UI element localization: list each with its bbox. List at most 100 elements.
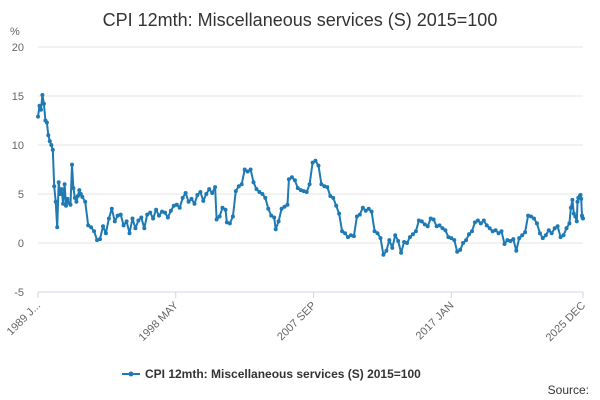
data-point[interactable] [316, 163, 321, 168]
data-point[interactable] [174, 202, 179, 207]
data-point[interactable] [579, 196, 584, 201]
data-point[interactable] [239, 182, 244, 187]
data-point[interactable] [101, 224, 105, 229]
data-point[interactable] [357, 212, 362, 217]
data-point[interactable] [346, 235, 350, 240]
data-point[interactable] [180, 195, 185, 200]
data-point[interactable] [220, 205, 225, 210]
data-point[interactable] [387, 238, 392, 243]
data-point[interactable] [304, 190, 309, 194]
data-point[interactable] [581, 216, 585, 221]
data-point[interactable] [165, 215, 170, 220]
data-point[interactable] [285, 202, 290, 207]
data-point[interactable] [410, 232, 415, 237]
data-point[interactable] [325, 185, 330, 190]
data-point[interactable] [217, 214, 222, 219]
data-point[interactable] [109, 206, 114, 211]
data-point[interactable] [351, 234, 356, 239]
data-point[interactable] [540, 236, 545, 241]
data-point[interactable] [168, 208, 173, 213]
data-point[interactable] [455, 249, 460, 254]
data-point[interactable] [301, 189, 306, 194]
data-point[interactable] [227, 221, 232, 226]
data-point[interactable] [56, 180, 61, 185]
data-point[interactable] [575, 199, 580, 204]
data-point[interactable] [273, 227, 278, 232]
data-point[interactable] [286, 177, 291, 182]
data-point[interactable] [431, 217, 436, 222]
data-point[interactable] [49, 143, 54, 147]
data-point[interactable] [183, 191, 188, 195]
data-point[interactable] [236, 184, 241, 189]
data-point[interactable] [70, 162, 74, 167]
data-point[interactable] [532, 216, 536, 221]
data-point[interactable] [53, 199, 58, 204]
data-point[interactable] [292, 178, 297, 183]
data-point[interactable] [487, 226, 492, 231]
data-point[interactable] [348, 233, 353, 238]
data-point[interactable] [543, 233, 548, 238]
data-point[interactable] [319, 182, 324, 187]
data-point[interactable] [248, 167, 253, 172]
data-point[interactable] [505, 238, 510, 243]
legend[interactable]: CPI 12mth: Miscellaneous services (S) 20… [122, 367, 421, 381]
data-point[interactable] [52, 184, 57, 189]
data-point[interactable] [58, 192, 63, 196]
data-point[interactable] [195, 193, 200, 197]
data-point[interactable] [127, 231, 132, 236]
data-point[interactable] [478, 221, 483, 226]
data-point[interactable] [481, 218, 486, 223]
data-point[interactable] [245, 169, 250, 174]
data-point[interactable] [257, 190, 262, 194]
data-point[interactable] [534, 221, 539, 226]
data-point[interactable] [508, 239, 513, 243]
data-point[interactable] [230, 214, 235, 219]
data-point[interactable] [419, 219, 424, 224]
data-point[interactable] [213, 185, 218, 190]
data-point[interactable] [396, 239, 401, 243]
data-point[interactable] [75, 194, 80, 198]
data-point[interactable] [484, 223, 489, 228]
data-point[interactable] [399, 250, 404, 255]
data-point[interactable] [567, 221, 572, 226]
data-point[interactable] [64, 203, 68, 208]
data-point[interactable] [44, 120, 49, 125]
data-point[interactable] [340, 229, 345, 234]
data-point[interactable] [74, 199, 79, 204]
data-point[interactable] [546, 228, 551, 233]
data-point[interactable] [77, 188, 82, 193]
data-point[interactable] [210, 191, 215, 195]
data-point[interactable] [269, 213, 274, 218]
data-point[interactable] [282, 204, 287, 209]
data-point[interactable] [405, 241, 409, 245]
data-point[interactable] [523, 230, 528, 235]
data-point[interactable] [529, 214, 533, 219]
data-point[interactable] [574, 219, 579, 224]
data-point[interactable] [50, 147, 55, 152]
data-point[interactable] [393, 233, 398, 238]
data-point[interactable] [467, 232, 471, 237]
data-point[interactable] [47, 139, 52, 144]
data-point[interactable] [145, 212, 150, 217]
data-point[interactable] [496, 231, 501, 236]
data-point[interactable] [384, 248, 389, 253]
data-point[interactable] [260, 192, 265, 196]
data-point[interactable] [499, 229, 504, 234]
data-point[interactable] [139, 215, 144, 220]
data-point[interactable] [92, 229, 97, 234]
data-point[interactable] [461, 241, 466, 245]
data-point[interactable] [564, 226, 569, 231]
data-point[interactable] [223, 207, 228, 212]
data-point[interactable] [472, 220, 477, 225]
data-point[interactable] [413, 229, 418, 234]
data-point[interactable] [189, 196, 194, 201]
data-point[interactable] [549, 231, 554, 236]
data-point[interactable] [570, 197, 575, 202]
data-point[interactable] [154, 207, 159, 212]
data-point[interactable] [207, 187, 212, 192]
data-point[interactable] [343, 231, 347, 236]
data-point[interactable] [517, 236, 522, 241]
data-point[interactable] [279, 206, 284, 211]
data-point[interactable] [561, 233, 566, 238]
data-point[interactable] [375, 231, 380, 236]
